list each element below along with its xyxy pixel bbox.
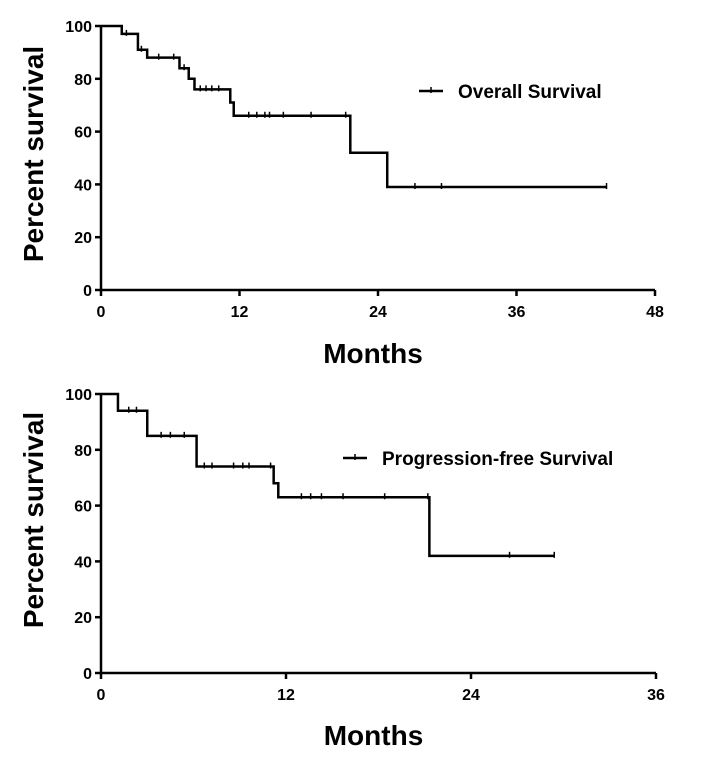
legend: Progression-free Survival bbox=[343, 449, 613, 470]
x-tick-label: 48 bbox=[646, 304, 664, 321]
x-tick-label: 36 bbox=[508, 304, 526, 321]
y-tick-label: 100 bbox=[65, 387, 92, 404]
x-axis-title: Months bbox=[324, 720, 424, 751]
y-axis-title: Percent survival bbox=[18, 46, 49, 262]
km-step-line bbox=[101, 392, 555, 558]
legend-label: Progression-free Survival bbox=[382, 449, 613, 470]
x-tick-label: 12 bbox=[231, 304, 249, 321]
y-tick-label: 60 bbox=[74, 125, 92, 142]
y-tick-label: 60 bbox=[74, 499, 92, 516]
x-tick-label: 24 bbox=[462, 687, 480, 704]
y-tick-label: 20 bbox=[74, 610, 92, 627]
y-tick-label: 0 bbox=[83, 666, 92, 683]
x-axis-title: Months bbox=[323, 338, 423, 369]
chart-panel-2: 0 20 40 60 80 100 0 12 24 36 Months Percent surviva… bbox=[18, 387, 665, 751]
legend: Overall Survival bbox=[419, 82, 602, 103]
y-tick-label: 80 bbox=[74, 443, 92, 460]
x-tick-label: 36 bbox=[647, 687, 665, 704]
x-tick-label: 24 bbox=[369, 304, 387, 321]
y-tick-label: 100 bbox=[65, 19, 92, 36]
km-step-line bbox=[101, 24, 607, 189]
x-tick-label: 0 bbox=[97, 304, 106, 321]
y-axis-title: Percent survival bbox=[18, 412, 49, 628]
y-tick-label: 0 bbox=[83, 283, 92, 300]
y-tick-label: 20 bbox=[74, 230, 92, 247]
chart-panel-1: 0 20 40 60 80 100 0 12 24 36 48 Months Percent survi… bbox=[18, 19, 664, 369]
legend-label: Overall Survival bbox=[458, 82, 602, 103]
x-tick-label: 0 bbox=[97, 687, 106, 704]
y-tick-label: 40 bbox=[74, 177, 92, 194]
y-tick-label: 80 bbox=[74, 72, 92, 89]
x-tick-label: 12 bbox=[277, 687, 295, 704]
y-tick-label: 40 bbox=[74, 554, 92, 571]
